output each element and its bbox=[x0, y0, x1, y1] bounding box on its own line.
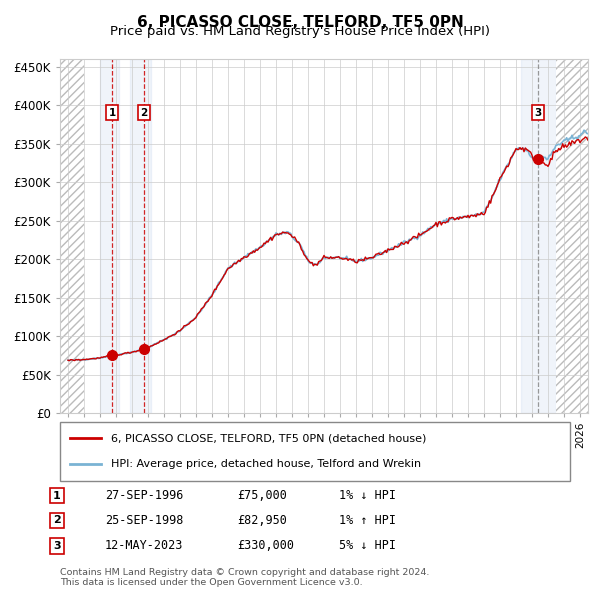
Text: 2: 2 bbox=[140, 108, 148, 118]
Text: 6, PICASSO CLOSE, TELFORD, TF5 0PN (detached house): 6, PICASSO CLOSE, TELFORD, TF5 0PN (deta… bbox=[111, 434, 427, 443]
Text: HPI: Average price, detached house, Telford and Wrekin: HPI: Average price, detached house, Telf… bbox=[111, 460, 421, 469]
Text: 6, PICASSO CLOSE, TELFORD, TF5 0PN: 6, PICASSO CLOSE, TELFORD, TF5 0PN bbox=[137, 15, 463, 30]
Text: 5% ↓ HPI: 5% ↓ HPI bbox=[339, 539, 396, 552]
Bar bbox=[60, 59, 84, 413]
Bar bbox=[130, 59, 151, 413]
Bar bbox=[60, 59, 84, 413]
Text: 1% ↑ HPI: 1% ↑ HPI bbox=[339, 514, 396, 527]
Text: 1: 1 bbox=[109, 108, 116, 118]
Text: 1% ↓ HPI: 1% ↓ HPI bbox=[339, 489, 396, 502]
Text: 1: 1 bbox=[53, 491, 61, 500]
Text: £330,000: £330,000 bbox=[237, 539, 294, 552]
Text: 3: 3 bbox=[53, 541, 61, 550]
Text: 2: 2 bbox=[53, 516, 61, 525]
Bar bbox=[100, 59, 119, 413]
Text: 27-SEP-1996: 27-SEP-1996 bbox=[105, 489, 184, 502]
Text: 3: 3 bbox=[534, 108, 542, 118]
Bar bbox=[556, 59, 588, 413]
FancyBboxPatch shape bbox=[60, 422, 570, 481]
Text: Contains HM Land Registry data © Crown copyright and database right 2024.
This d: Contains HM Land Registry data © Crown c… bbox=[60, 568, 430, 587]
Text: 25-SEP-1998: 25-SEP-1998 bbox=[105, 514, 184, 527]
Text: £82,950: £82,950 bbox=[237, 514, 287, 527]
Bar bbox=[556, 59, 588, 413]
Text: £75,000: £75,000 bbox=[237, 489, 287, 502]
Text: Price paid vs. HM Land Registry's House Price Index (HPI): Price paid vs. HM Land Registry's House … bbox=[110, 25, 490, 38]
Text: 12-MAY-2023: 12-MAY-2023 bbox=[105, 539, 184, 552]
Bar bbox=[521, 59, 556, 413]
